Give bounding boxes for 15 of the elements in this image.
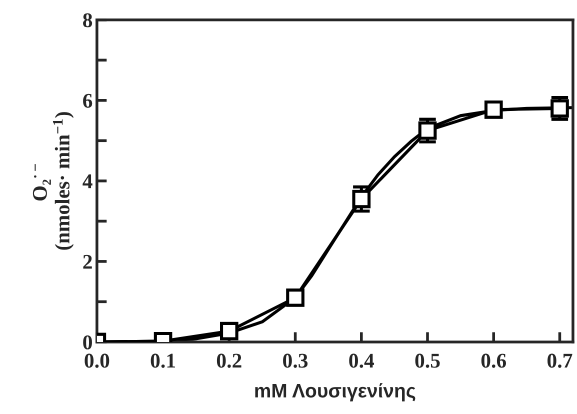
- y-tick-label: 8: [83, 13, 92, 28]
- y-tick-label: 0: [83, 335, 92, 350]
- y-tick-label: 6: [83, 94, 92, 108]
- text: O₂$^{·−}$ (nmoles· min$^{−1}$): [32, 112, 74, 250]
- x-tick-label: 0.6: [481, 354, 506, 368]
- x-tick-label: 0.5: [415, 354, 440, 368]
- x-tick-label: 0.1: [150, 354, 175, 368]
- y-tick-label: 4: [82, 174, 92, 188]
- x-tick-label: 0.3: [283, 354, 308, 368]
- y-tick-label: 2: [83, 254, 92, 269]
- x-axis-title: mM Λουσιγενίνης: [255, 383, 416, 402]
- x-tick-label: 0.2: [216, 354, 242, 368]
- x-tick-label: 0.4: [349, 354, 374, 368]
- x-tick-label: 0.0: [84, 354, 110, 368]
- x-tick-label: 0.7: [548, 354, 572, 368]
